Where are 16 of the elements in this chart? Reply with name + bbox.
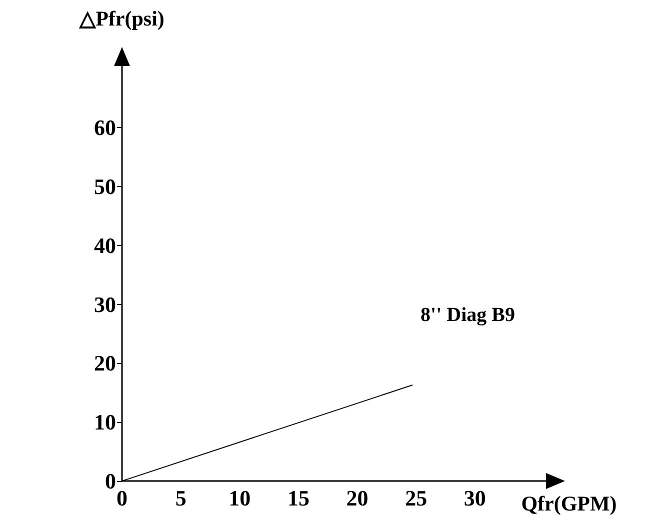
- x-axis-title: Qfr(GPM): [521, 492, 617, 516]
- x-tick-label: 5: [175, 486, 186, 510]
- y-tick-label: 50: [94, 174, 116, 200]
- x-tick-label: 10: [228, 486, 251, 510]
- x-tick-label: 20: [346, 486, 368, 510]
- text: 8'' Diag B9: [420, 304, 515, 326]
- y-axis-title: △Pfr(psi): [78, 6, 164, 30]
- x-tick-label: 15: [287, 486, 310, 510]
- x-tick-label: 25: [405, 486, 428, 510]
- y-tick-label: 10: [94, 410, 116, 435]
- x-tick-label: 30: [464, 486, 486, 510]
- y-tick-label: 0: [105, 468, 116, 494]
- y-tick-label: 30: [94, 292, 116, 317]
- y-tick-label: 20: [94, 350, 116, 376]
- y-tick-label: 40: [94, 232, 116, 258]
- y-tick-label: 60: [94, 115, 116, 140]
